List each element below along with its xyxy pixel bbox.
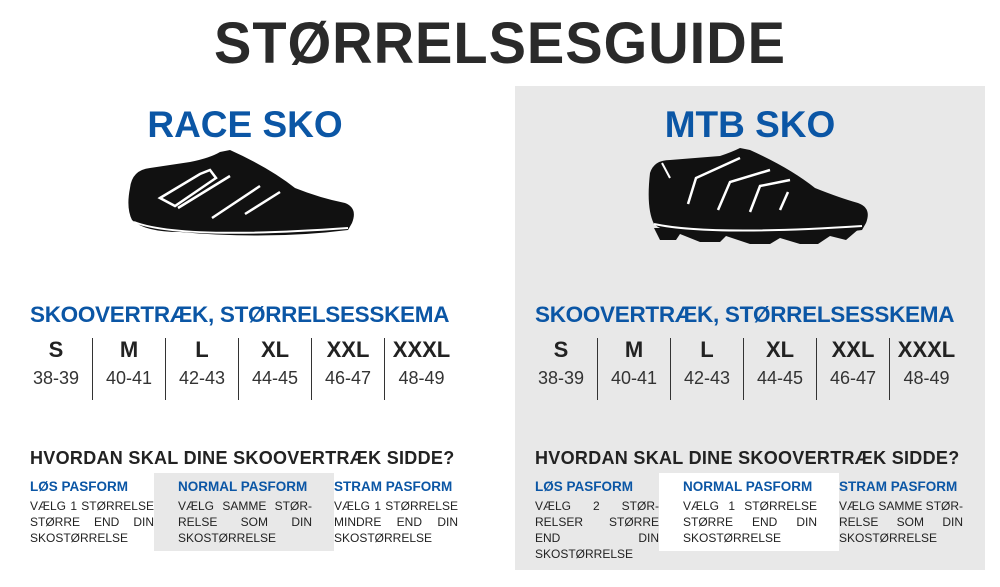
size-label: XXXL (897, 337, 956, 362)
shoe-size-range: 38-39 (537, 368, 585, 388)
size-label: XXL (326, 337, 370, 362)
fit-options: LØS PASFORM VÆLG 1 STØRRELSE STØRRE END D… (30, 473, 458, 551)
fit-option-tight: STRAM PASFORM VÆLG SAMME STØR-RELSE SOM D… (839, 473, 963, 551)
size-label: S (48, 337, 64, 362)
size-column-s: S 38-39 (525, 338, 598, 400)
fit-option-tight: STRAM PASFORM VÆLG 1 STØRRELSE MINDRE END… (334, 473, 458, 551)
shoe-size-range: 42-43 (683, 368, 731, 388)
fit-description: VÆLG 1 STØRRELSE STØRRE END DIN SKOSTØRR… (30, 499, 154, 545)
mtb-shoe-icon (648, 148, 868, 244)
fit-label: STRAM PASFORM (334, 479, 453, 494)
size-table-title: SKOOVERTRÆK, STØRRELSESSKEMA (30, 302, 450, 327)
shoe-size-range: 46-47 (324, 368, 372, 388)
fit-description: VÆLG 2 STØR-RELSER STØRRE END DIN SKOSTØ… (535, 499, 659, 561)
panel-title: MTB SKO (664, 104, 836, 145)
fit-description: VÆLG SAMME STØR-RELSE SOM DIN SKOSTØRREL… (178, 499, 312, 545)
shoe-size-range: 44-45 (756, 368, 804, 388)
size-label: XXL (831, 337, 875, 362)
size-label: S (553, 337, 569, 362)
size-label: M (119, 337, 139, 362)
shoe-size-range: 42-43 (178, 368, 226, 388)
road-cycling-shoe-icon (128, 150, 354, 236)
size-column-m: M 40-41 (598, 338, 671, 400)
shoe-size-range: 48-49 (903, 368, 950, 388)
fit-label: LØS PASFORM (535, 479, 634, 494)
size-column-xxl: XXL 46-47 (817, 338, 890, 400)
fit-description: VÆLG 1 STØRRELSE MINDRE END DIN SKOSTØRR… (334, 499, 458, 545)
mtb-shoe-panel: MTB SKO SKOOVERTRÆK, STØRRELSESSKEMA S 38… (515, 86, 985, 570)
size-column-xxxl: XXXL 48-49 (890, 338, 963, 400)
fit-option-normal: NORMAL PASFORM VÆLG SAMME STØR-RELSE SOM … (154, 473, 334, 551)
race-shoe-panel: RACE SKO SKOOVERTRÆK, STØRRELSESSKEMA S 3… (10, 86, 480, 570)
size-column-xl: XL 44-45 (744, 338, 817, 400)
fit-option-loose: LØS PASFORM VÆLG 1 STØRRELSE STØRRE END D… (30, 473, 154, 551)
shoe-size-range: 38-39 (32, 368, 80, 388)
fit-label: NORMAL PASFORM (178, 479, 308, 494)
size-column-xl: XL 44-45 (239, 338, 312, 400)
fit-question: HVORDAN SKAL DINE SKOOVERTRÆK SIDDE? (535, 448, 960, 468)
size-label: M (624, 337, 644, 362)
size-table: S 38-39 M 40-41 L 42-43 XL 44-45 XXL 46-47 XXXL 48-… (20, 338, 458, 400)
size-column-m: M 40-41 (93, 338, 166, 400)
size-label: XL (260, 337, 290, 362)
size-label: XL (765, 337, 795, 362)
fit-description: VÆLG 1 STØRRELSE STØRRE END DIN SKOSTØRR… (683, 499, 817, 545)
fit-label: STRAM PASFORM (839, 479, 958, 494)
shoe-size-range: 40-41 (610, 368, 658, 388)
shoe-size-range: 48-49 (398, 368, 445, 388)
size-label: XXXL (392, 337, 451, 362)
size-column-xxl: XXL 46-47 (312, 338, 385, 400)
size-label: L (195, 337, 209, 362)
fit-option-loose: LØS PASFORM VÆLG 2 STØR-RELSER STØRRE END… (535, 473, 659, 561)
fit-label: LØS PASFORM (30, 479, 129, 494)
fit-description: VÆLG SAMME STØR-RELSE SOM DIN SKOSTØRREL… (839, 499, 964, 545)
shoe-size-range: 46-47 (829, 368, 877, 388)
panel-title: RACE SKO (147, 104, 343, 145)
size-column-l: L 42-43 (671, 338, 744, 400)
shoe-size-range: 44-45 (251, 368, 299, 388)
fit-option-normal: NORMAL PASFORM VÆLG 1 STØRRELSE STØRRE EN… (659, 473, 839, 551)
fit-options: LØS PASFORM VÆLG 2 STØR-RELSER STØRRE END… (535, 473, 963, 561)
shoe-size-range: 40-41 (105, 368, 153, 388)
size-table-title: SKOOVERTRÆK, STØRRELSESSKEMA (535, 302, 955, 327)
size-table: S 38-39 M 40-41 L 42-43 XL 44-45 XXL 46-47 XXXL 48-… (525, 338, 963, 400)
page-title: STØRRELSESGUIDE (214, 9, 786, 76)
size-label: L (700, 337, 714, 362)
fit-question: HVORDAN SKAL DINE SKOOVERTRÆK SIDDE? (30, 448, 455, 468)
size-column-s: S 38-39 (20, 338, 93, 400)
size-column-xxxl: XXXL 48-49 (385, 338, 458, 400)
size-column-l: L 42-43 (166, 338, 239, 400)
fit-label: NORMAL PASFORM (683, 479, 813, 494)
